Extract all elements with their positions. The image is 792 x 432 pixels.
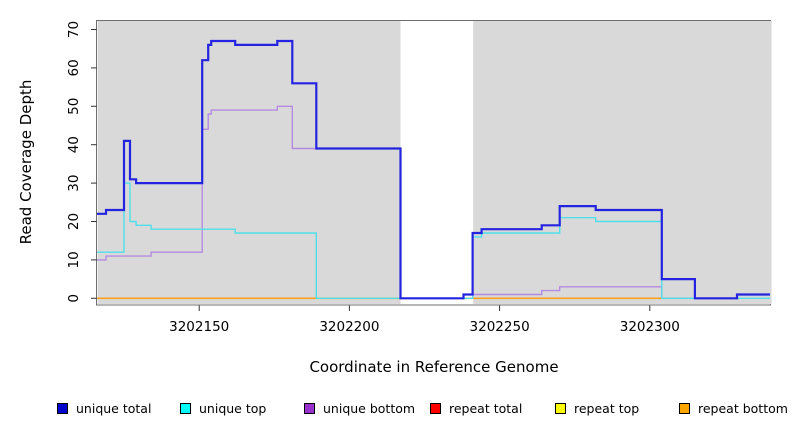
series-line-unique-top [97,182,770,299]
y-tick-label: 70 [66,21,82,38]
y-axis-title: Read Coverage Depth [17,79,35,245]
x-tick-label: 3202300 [620,319,680,335]
legend-item-unique-total: unique total [57,401,151,416]
x-tick-label: 3202250 [470,319,530,335]
y-tick-label: 40 [66,136,82,153]
legend-label: unique total [76,401,152,416]
plot-area: 3202150 3202200 3202250 3202300 0 10 20 30 40 50 6… [66,20,772,335]
series-line-unique-total [97,39,770,300]
legend-item-repeat-top: repeat top [555,401,639,416]
legend-swatch-unique-top [180,403,191,414]
legend-label: repeat top [574,401,640,416]
y-tick-label: 20 [66,213,82,230]
y-tick-label: 10 [66,251,82,268]
legend-swatch-unique-total [57,403,68,414]
legend-item-repeat-bottom: repeat bottom [679,401,788,416]
legend-swatch-unique-bottom [304,403,315,414]
y-tick-label: 60 [66,59,82,76]
legend-label: unique bottom [323,401,416,416]
y-tick-label: 50 [66,98,82,115]
y-tick-label: 0 [66,294,82,303]
legend-swatch-repeat-top [555,403,566,414]
masked-region-left [97,21,401,304]
legend-swatch-repeat-bottom [679,403,690,414]
series-line-unique-bottom [97,105,770,299]
legend-item-unique-top: unique top [180,401,266,416]
legend-label: unique top [199,401,267,416]
x-axis-title: Coordinate in Reference Genome [309,358,559,376]
x-tick-label: 3202150 [169,319,229,335]
legend-item-repeat-total: repeat total [430,401,522,416]
legend-label: repeat bottom [698,401,788,416]
legend-swatch-repeat-total [430,403,441,414]
masked-region-right [473,21,772,304]
y-tick-label: 30 [66,175,82,192]
x-tick-label: 3202200 [319,319,379,335]
legend-label: repeat total [449,401,523,416]
legend-item-unique-bottom: unique bottom [304,401,415,416]
